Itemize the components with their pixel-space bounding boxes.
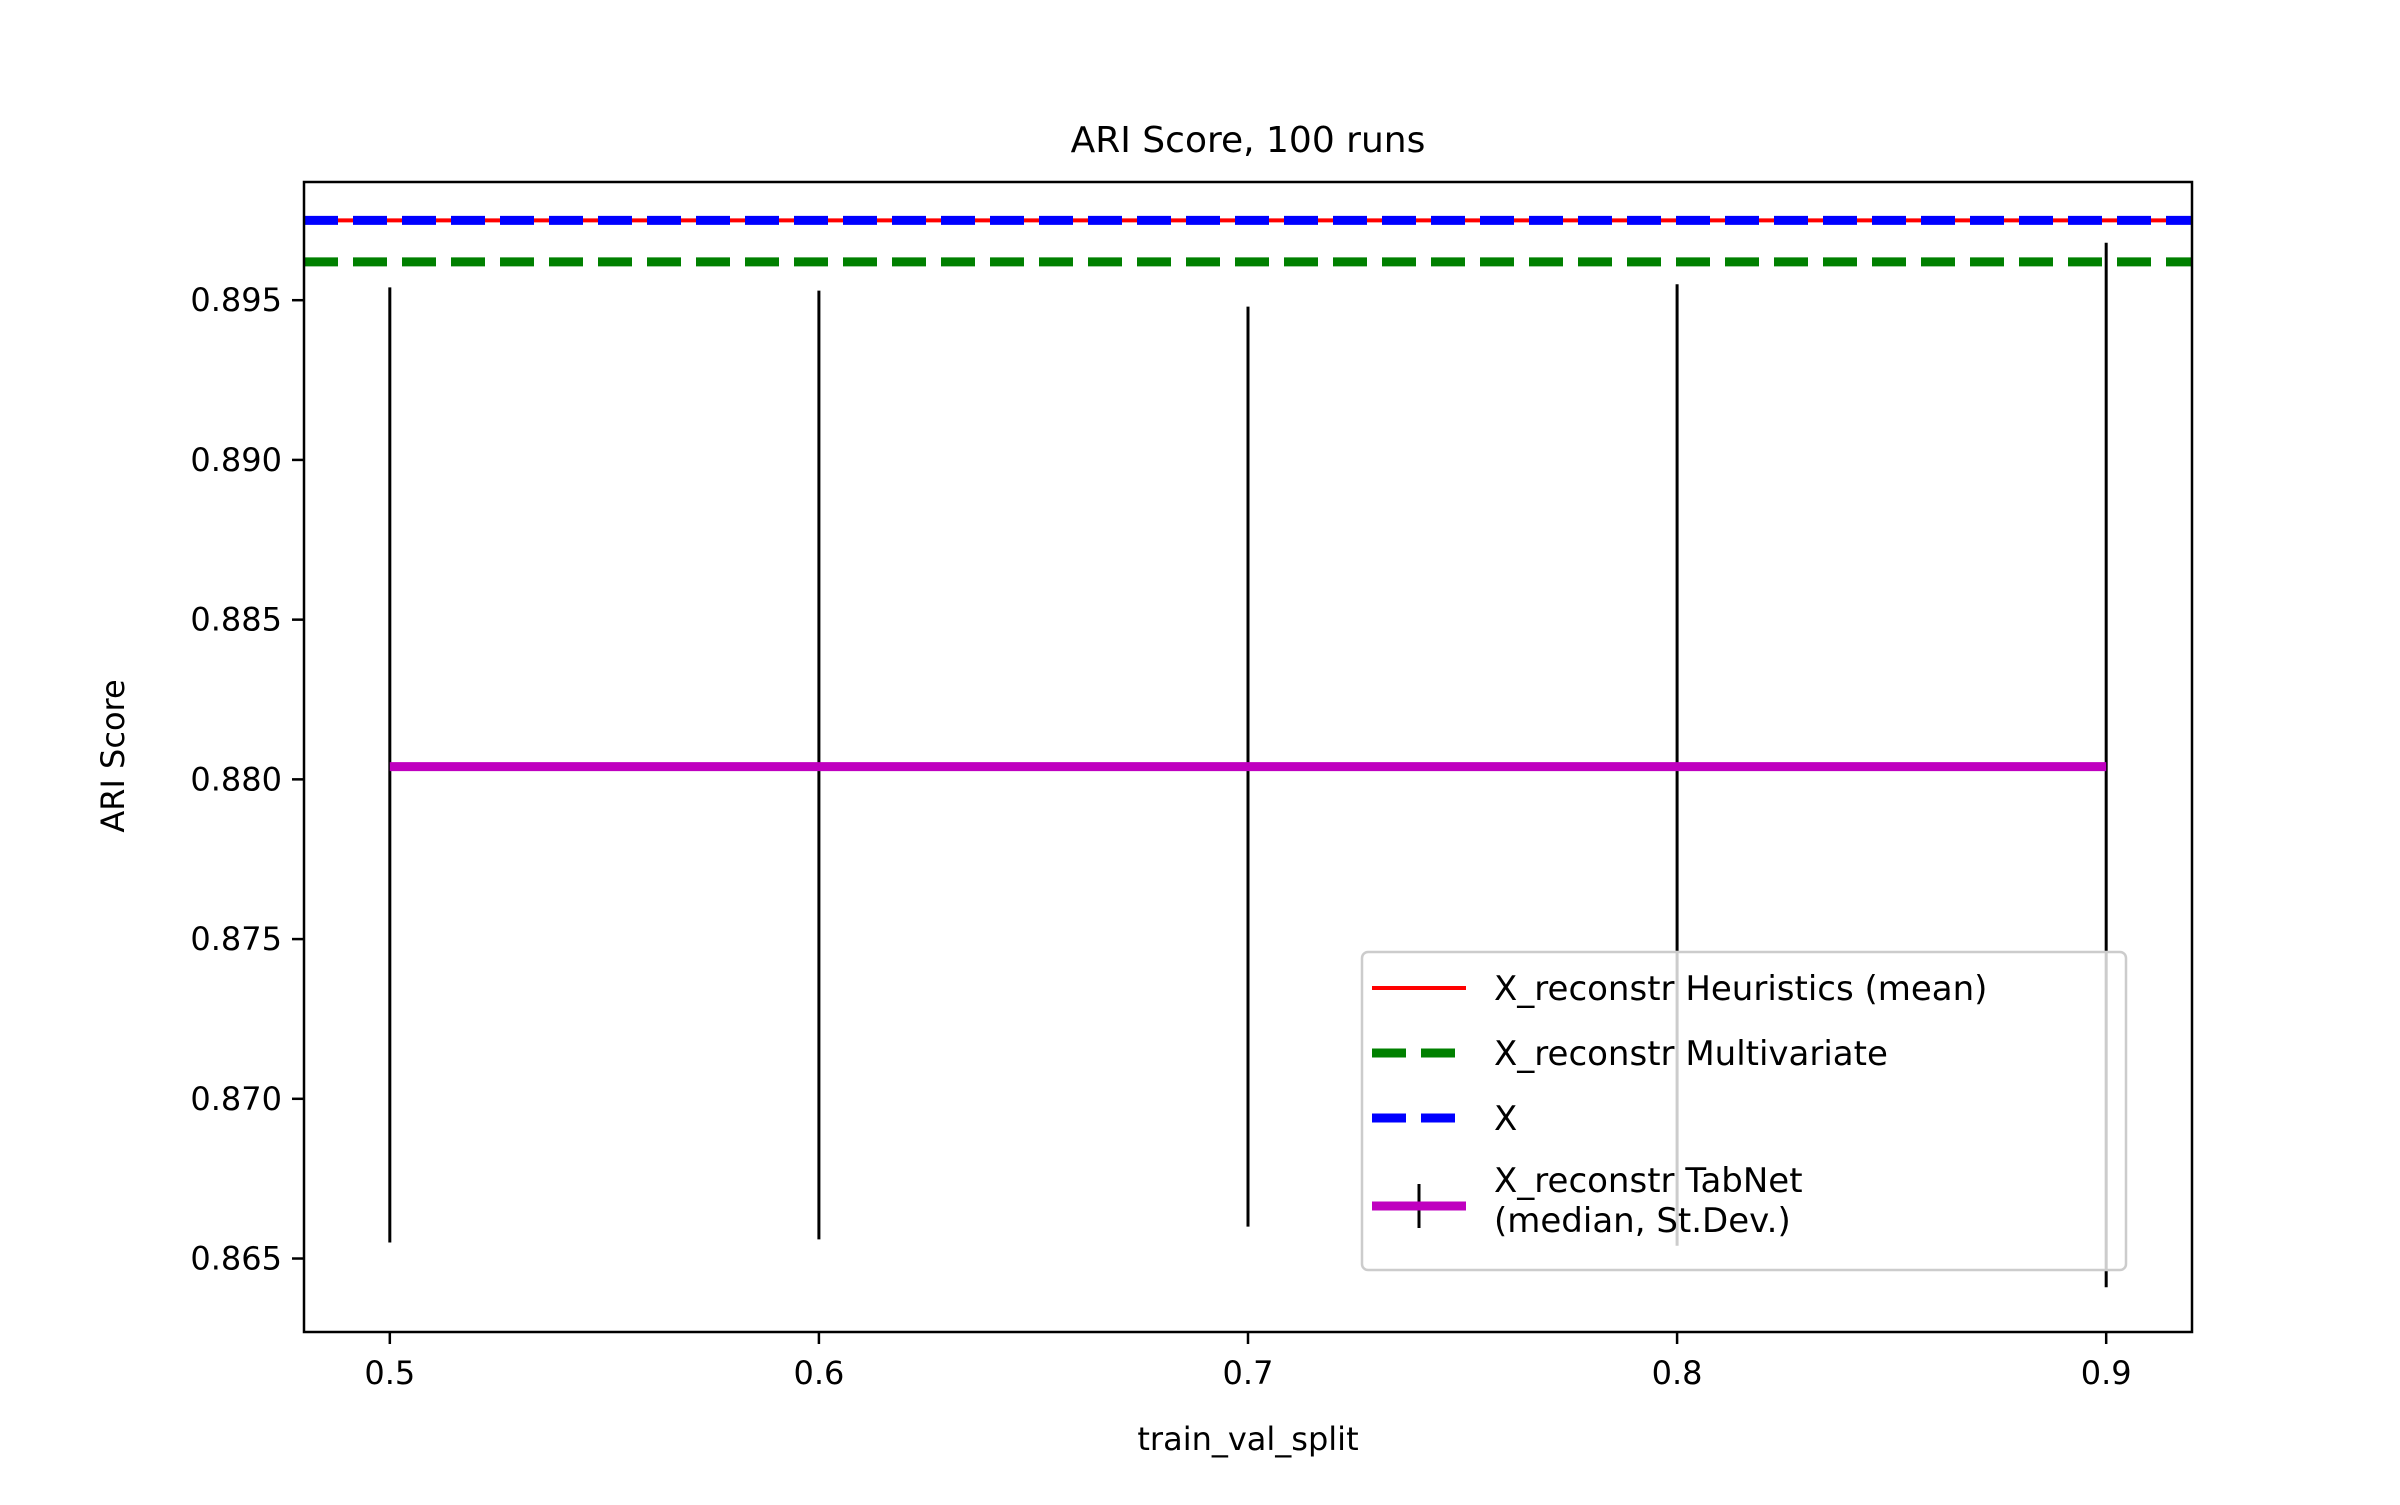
x-axis-label: train_val_split bbox=[1137, 1420, 1358, 1458]
x-tick-label: 0.8 bbox=[1652, 1354, 1703, 1392]
y-tick-label: 0.880 bbox=[190, 760, 282, 798]
x-tick-label: 0.5 bbox=[364, 1354, 415, 1392]
legend-label-3: X bbox=[1494, 1099, 1517, 1139]
x-tick-label: 0.7 bbox=[1223, 1354, 1274, 1392]
legend: X_reconstr Heuristics (mean) X_reconstr M… bbox=[1360, 950, 2128, 1272]
y-tick-label: 0.870 bbox=[190, 1080, 282, 1118]
chart-title: ARI Score, 100 runs bbox=[1071, 120, 1426, 161]
legend-label-1: X_reconstr Heuristics (mean) bbox=[1494, 969, 1987, 1009]
y-tick-label: 0.865 bbox=[190, 1240, 282, 1278]
y-tick-label: 0.885 bbox=[190, 601, 282, 639]
x-tick-label: 0.9 bbox=[2081, 1354, 2132, 1392]
legend-label-2: X_reconstr Multivariate bbox=[1494, 1034, 1888, 1074]
y-tick-label: 0.895 bbox=[190, 281, 282, 319]
axes: 0.5 0.6 0.7 0.8 0.9 0.865 0.870 0.875 0.880 0.885… bbox=[190, 180, 2194, 1392]
legend-label-tabnet-line: X_reconstr TabNet bbox=[1494, 1161, 1803, 1201]
y-tick-label: 0.875 bbox=[190, 920, 282, 958]
y-tick-label: 0.890 bbox=[190, 441, 282, 479]
legend-label-tabnet-line: (median, St.Dev.) bbox=[1494, 1201, 1791, 1241]
plot-area bbox=[304, 215, 2192, 1288]
x-tick-label: 0.6 bbox=[793, 1354, 844, 1392]
legend-label-tabnet: X_reconstr TabNet (median, St.Dev.) bbox=[1494, 1161, 1803, 1241]
plot-clipped bbox=[304, 215, 2192, 1288]
legend-frame bbox=[1360, 950, 2128, 1272]
y-axis-label: ARI Score bbox=[94, 679, 132, 832]
